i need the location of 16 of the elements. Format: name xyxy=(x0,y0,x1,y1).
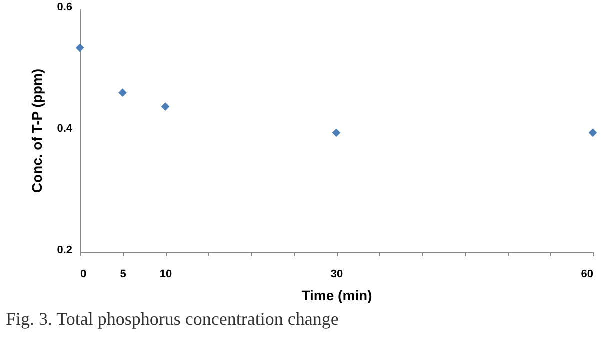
x-tick-label: 0 xyxy=(80,268,87,280)
point xyxy=(118,88,127,98)
x-tick-label: 10 xyxy=(160,268,172,280)
y-tick-label: 0.4 xyxy=(57,123,74,135)
point xyxy=(332,128,341,138)
caption: Fig. 3. Total phosphorus concentration change xyxy=(6,309,339,329)
point xyxy=(161,102,170,111)
x-tick-label: 60 xyxy=(581,268,594,280)
point xyxy=(588,128,598,138)
y-axis-title: Conc. of T-P (ppm) xyxy=(29,68,46,194)
point xyxy=(76,44,84,52)
y-tick-label: 0.2 xyxy=(57,244,72,256)
x-axis-title: Time (min) xyxy=(302,288,372,304)
x-tick-label: 30 xyxy=(330,268,344,280)
y-tick-label: 0.6 xyxy=(57,2,72,14)
x-tick-label: 5 xyxy=(120,268,126,280)
